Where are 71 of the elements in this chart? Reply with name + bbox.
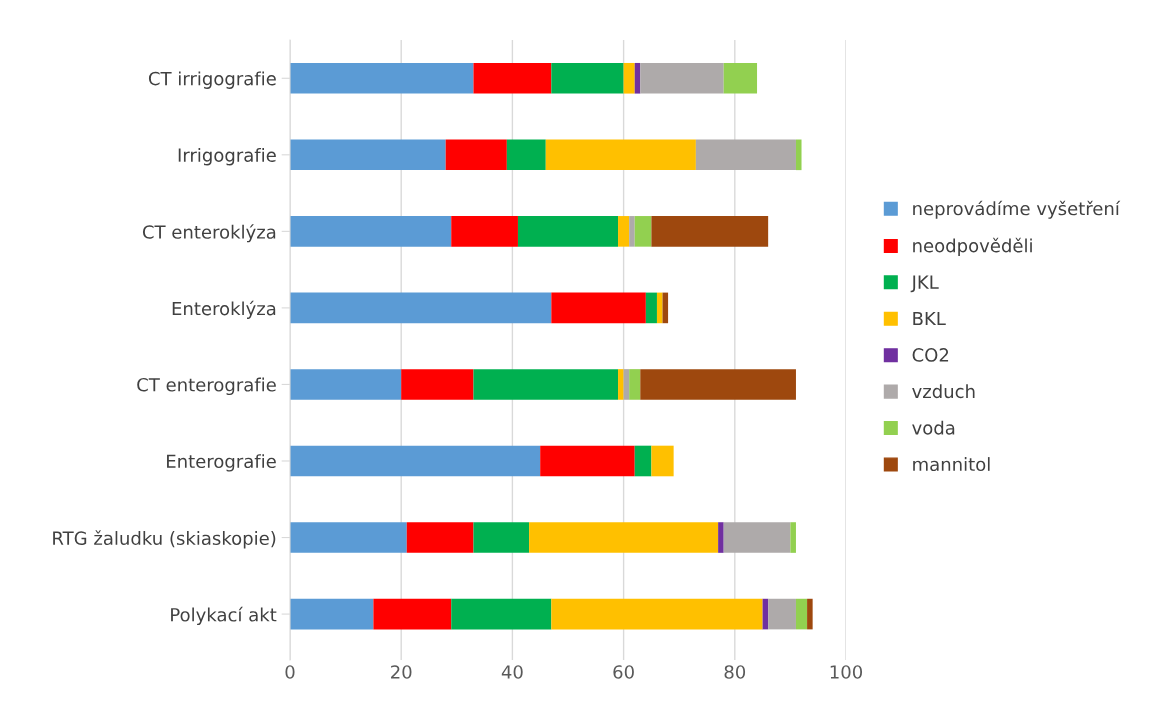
- bar: [373, 598, 452, 630]
- bar: [807, 598, 813, 630]
- y-tick-label: Irrigografie: [178, 147, 276, 166]
- bar: [290, 292, 552, 324]
- bar: [640, 62, 724, 94]
- bar: [695, 139, 796, 171]
- bar: [623, 369, 630, 400]
- legend-label: neprovádíme vyšetření: [913, 200, 1121, 219]
- legend-label: neodpověděli: [913, 237, 1032, 256]
- y-tick-label: Enterografie: [167, 454, 276, 472]
- bar: [290, 522, 407, 553]
- bar: [629, 216, 635, 247]
- legend-label: voda: [912, 420, 955, 435]
- bar: [290, 139, 446, 171]
- x-tick-label: 0: [285, 665, 295, 679]
- legend-label: JKL: [910, 275, 939, 293]
- bar: [529, 522, 719, 553]
- bar: [618, 369, 624, 400]
- bar: [718, 522, 724, 553]
- x-tick-label: 40: [501, 665, 523, 679]
- bar: [451, 598, 552, 630]
- bar: [795, 598, 808, 630]
- bar: [629, 369, 641, 400]
- bar: [723, 522, 791, 553]
- bar: [623, 62, 635, 94]
- bar: [473, 369, 619, 400]
- y-tick-label: Enteroklýza: [172, 300, 276, 319]
- bar: [290, 598, 374, 630]
- legend-label: CO2: [912, 348, 949, 362]
- y-tick-label: CT enterografie: [137, 377, 276, 396]
- bar: [551, 292, 646, 324]
- bar: [290, 62, 474, 94]
- bar: [645, 292, 657, 324]
- bar: [656, 292, 663, 324]
- bar: [545, 139, 696, 171]
- bar: [517, 216, 619, 247]
- legend-label: mannitol: [913, 457, 990, 472]
- bar: [406, 522, 474, 553]
- x-tick-label: 60: [613, 665, 634, 679]
- bar: [290, 216, 452, 247]
- y-tick-label: CT irrigografie: [148, 71, 276, 89]
- bar: [795, 139, 802, 171]
- bar: [634, 62, 641, 94]
- bar: [540, 445, 635, 477]
- bar: [768, 598, 796, 630]
- y-tick-label: RTG žaludku (skiaskopie): [53, 530, 276, 549]
- legend-label: vzduch: [912, 384, 975, 399]
- x-tick-label: 20: [391, 665, 412, 679]
- bar: [790, 522, 796, 553]
- bar: [290, 369, 402, 400]
- bar: [290, 445, 541, 477]
- bar: [551, 598, 763, 630]
- bar: [506, 139, 546, 171]
- bar: [473, 522, 530, 553]
- bar: [401, 369, 474, 400]
- bar: [451, 216, 518, 247]
- bar: [723, 62, 758, 94]
- bar: [551, 62, 624, 94]
- x-tick-label: 100: [830, 665, 863, 679]
- bar: [651, 445, 674, 477]
- y-tick-label: CT enteroklýza: [142, 224, 276, 243]
- bar: [634, 445, 652, 477]
- bar: [618, 216, 630, 247]
- bar: [651, 216, 769, 247]
- y-tick-label: Polykací akt: [171, 606, 277, 626]
- legend-label: BKL: [913, 311, 946, 326]
- bar: [640, 369, 796, 400]
- x-tick-label: 80: [724, 665, 746, 679]
- bar: [445, 139, 507, 171]
- bar: [473, 62, 552, 94]
- bar: [634, 216, 652, 247]
